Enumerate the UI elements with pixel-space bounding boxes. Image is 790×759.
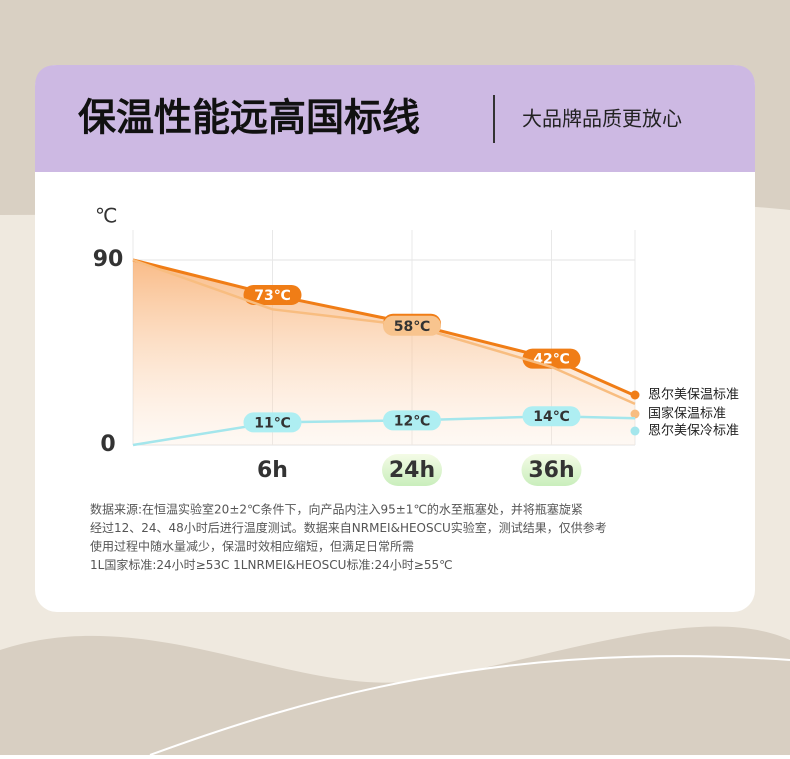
category-highlight — [521, 454, 582, 486]
bg-curve — [149, 655, 790, 756]
note: 使用过程中随水量减少，保温时效相应缩短，但满足日常所需 — [90, 539, 414, 554]
value-label: 12℃ — [383, 410, 441, 431]
legend-label: 恩尔美保温标准 — [648, 388, 739, 403]
x-tick-label: 6h — [257, 458, 288, 483]
legend-dot — [630, 409, 640, 419]
x-tick-label: 36h — [528, 458, 574, 483]
category-highlight — [382, 454, 442, 486]
legend-label: 恩尔美保冷标准 — [648, 424, 739, 439]
value-label-bg — [243, 284, 302, 305]
value-label-bg — [383, 410, 441, 431]
value-label: 11℃ — [243, 412, 302, 433]
value-label-text: 14℃ — [533, 409, 569, 425]
area — [133, 260, 635, 445]
value-label-text: 12℃ — [394, 413, 430, 429]
value-label-text: 58℃ — [394, 319, 430, 335]
value-label-text: 11℃ — [254, 415, 290, 431]
y-tick-label: 0 — [100, 432, 115, 457]
legend-label: 国家保温标准 — [648, 406, 726, 422]
value-label-text: 42℃ — [533, 352, 569, 368]
value-label: 14℃ — [522, 406, 581, 427]
value-label-bg — [383, 315, 441, 336]
y-axis-label: ℃ — [95, 204, 117, 228]
note: 1L国家标准:24小时≥53C 1LNRMEI&HEOSCU标准:24小时≥55… — [90, 557, 453, 572]
title: 保温性能远高国标线 — [78, 96, 420, 140]
value-label-bg — [243, 412, 302, 433]
card-header — [35, 65, 755, 172]
y-tick-label: 90 — [93, 247, 124, 272]
value-label: 73℃ — [243, 284, 302, 305]
value-label: 58℃ — [383, 315, 441, 336]
legend-dot — [630, 426, 640, 436]
subtitle: 大品牌品质更放心 — [522, 107, 682, 131]
note: 数据来源:在恒温实验室20±2℃条件下，向产品内注入95±1℃的水至瓶塞处，并将… — [90, 502, 583, 517]
legend-dot — [630, 390, 640, 400]
value-label-text: 73℃ — [254, 288, 290, 304]
x-tick-label: 24h — [389, 458, 435, 483]
value-label-bg — [522, 406, 581, 427]
note: 经过12、24、48小时后进行温度测试。数据来自NRMEI&HEOSCU实验室，… — [90, 520, 607, 535]
